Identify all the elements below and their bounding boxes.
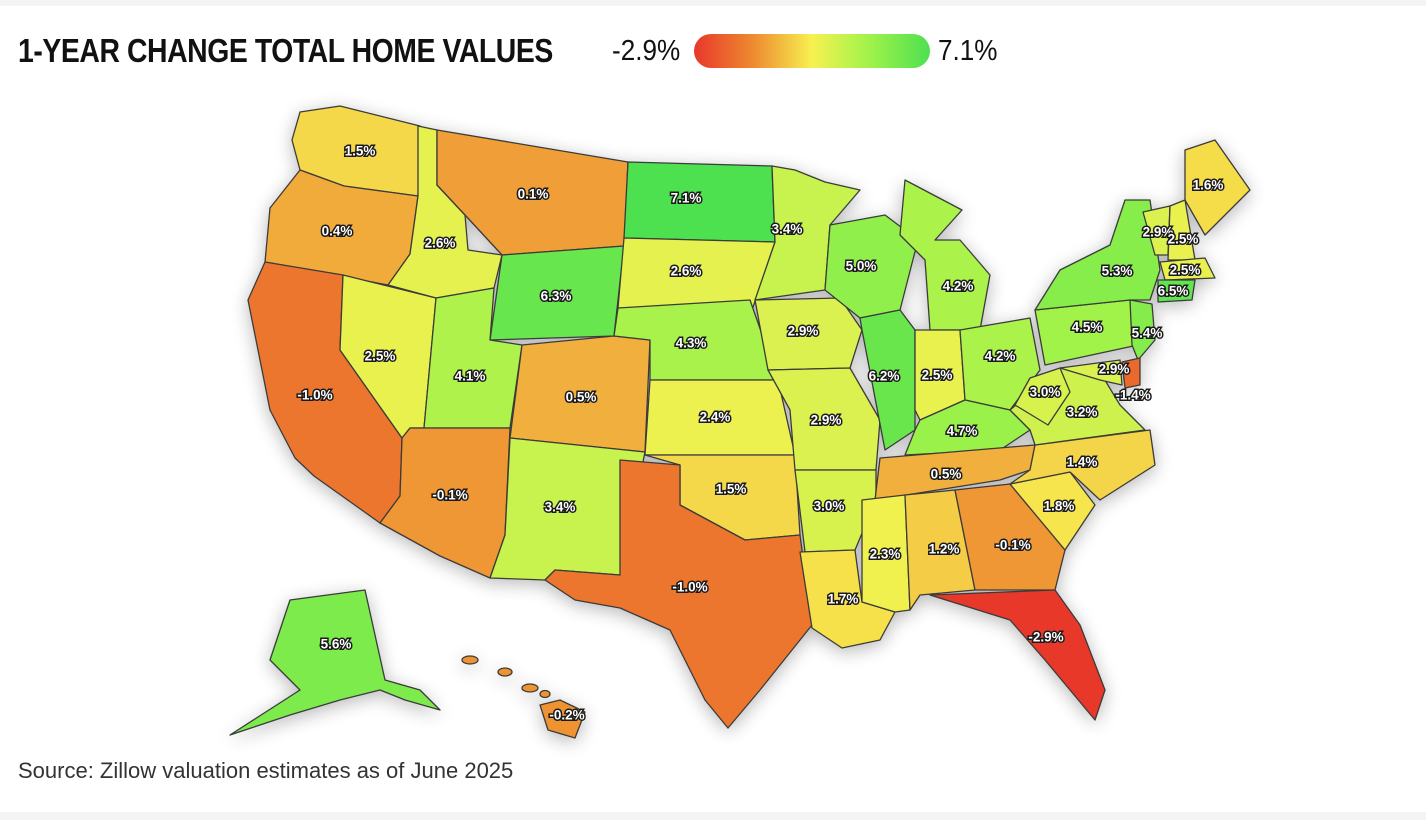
state-label-ok: 1.5% [716, 482, 747, 497]
state-label-vt: 2.9% [1143, 225, 1174, 240]
state-label-nh: 2.5% [1168, 232, 1199, 247]
state-nj[interactable] [1129, 299, 1156, 361]
state-label-mo: 2.9% [811, 413, 842, 428]
state-label-ak: 5.6% [321, 637, 352, 652]
state-me[interactable] [1184, 139, 1251, 236]
state-label-fl: -2.9% [1028, 630, 1063, 645]
state-label-il: 6.2% [869, 369, 900, 384]
state-md[interactable] [1059, 359, 1123, 386]
state-label-ca: -1.0% [297, 388, 332, 403]
state-label-nv: 2.5% [365, 349, 396, 364]
state-label-wi: 5.0% [846, 259, 877, 274]
state-label-mn: 3.4% [772, 222, 803, 237]
header: 1-YEAR CHANGE TOTAL HOME VALUES -2.9% 7.… [18, 28, 1004, 74]
legend-min-label: -2.9% [612, 34, 681, 67]
state-label-ma: 2.5% [1170, 263, 1201, 278]
state-label-id: 2.6% [425, 236, 456, 251]
state-ny[interactable] [1034, 199, 1161, 311]
state-ma[interactable] [1159, 257, 1216, 281]
state-ms[interactable] [861, 494, 911, 613]
state-label-al: 1.2% [929, 542, 960, 557]
hawaii-island [461, 655, 479, 665]
state-label-nm: 3.4% [545, 500, 576, 515]
state-label-sd: 2.6% [671, 264, 702, 279]
state-ct[interactable] [1157, 279, 1196, 303]
state-tx[interactable] [544, 459, 813, 729]
hawaii-island [539, 689, 551, 699]
state-label-pa: 4.5% [1072, 320, 1103, 335]
state-label-hi: -0.2% [549, 708, 584, 723]
state-label-la: 1.7% [828, 592, 859, 607]
state-label-ut: 4.1% [455, 369, 486, 384]
state-label-nd: 7.1% [671, 191, 702, 206]
state-label-md: 2.9% [1099, 362, 1130, 377]
state-label-mt: 0.1% [518, 187, 549, 202]
legend-color-bar [693, 34, 930, 68]
hawaii-island [521, 683, 539, 693]
state-label-ct: 6.5% [1158, 284, 1189, 299]
state-de[interactable] [1121, 357, 1141, 389]
state-label-mi: 4.2% [943, 279, 974, 294]
state-label-wa: 1.5% [345, 144, 376, 159]
hawaii-island [497, 667, 513, 677]
state-label-co: 0.5% [566, 390, 597, 405]
state-ga[interactable] [954, 483, 1066, 591]
state-mi[interactable] [899, 179, 991, 331]
state-label-wy: 6.3% [541, 289, 572, 304]
state-al[interactable] [904, 489, 976, 611]
state-ak[interactable] [229, 589, 441, 736]
state-label-ky: 4.7% [947, 424, 978, 439]
state-nc[interactable] [1009, 429, 1156, 501]
state-label-de: -1.4% [1115, 388, 1150, 403]
state-wv[interactable] [1014, 367, 1071, 426]
state-tn[interactable] [874, 444, 1036, 501]
state-label-ms: 2.3% [870, 547, 901, 562]
state-ia[interactable] [754, 297, 863, 371]
state-label-in: 2.5% [922, 368, 953, 383]
state-label-ar: 3.0% [814, 499, 845, 514]
state-label-va: 3.2% [1067, 405, 1098, 420]
state-label-tn: 0.5% [931, 467, 962, 482]
state-label-oh: 4.2% [985, 349, 1016, 364]
state-label-ks: 2.4% [700, 410, 731, 425]
state-label-wv: 3.0% [1030, 385, 1061, 400]
state-label-sc: 1.8% [1044, 499, 1075, 514]
state-label-az: -0.1% [432, 488, 467, 503]
state-fl[interactable] [929, 589, 1106, 721]
state-co[interactable] [509, 335, 651, 453]
state-label-nc: 1.4% [1067, 455, 1098, 470]
state-label-me: 1.6% [1193, 178, 1224, 193]
state-label-ny: 5.3% [1102, 264, 1133, 279]
state-la[interactable] [799, 549, 896, 649]
map-title: 1-YEAR CHANGE TOTAL HOME VALUES [18, 32, 553, 69]
state-hi[interactable] [539, 699, 586, 739]
state-label-or: 0.4% [322, 224, 353, 239]
state-label-ga: -0.1% [995, 538, 1030, 553]
state-label-ne: 4.3% [676, 336, 707, 351]
source-note: Source: Zillow valuation estimates as of… [18, 758, 514, 783]
state-label-ia: 2.9% [788, 324, 819, 339]
legend-max-label: 7.1% [937, 34, 998, 67]
state-label-nj: 5.4% [1132, 326, 1163, 341]
state-label-tx: -1.0% [672, 580, 707, 595]
